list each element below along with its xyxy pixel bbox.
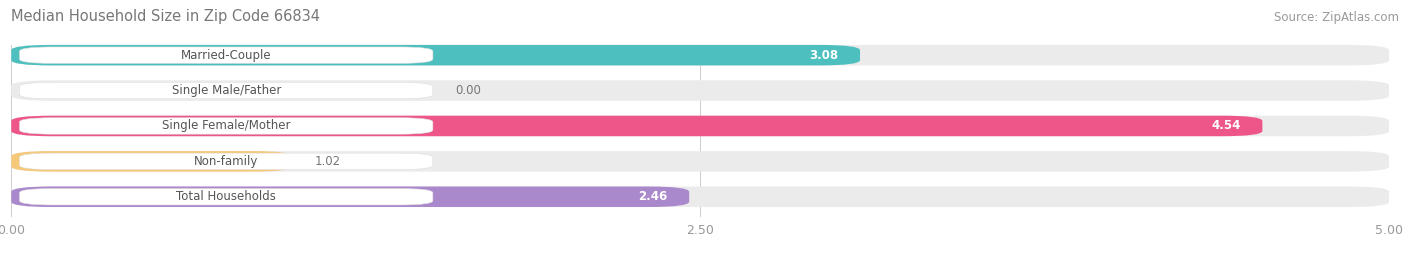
FancyBboxPatch shape: [11, 151, 292, 172]
FancyBboxPatch shape: [20, 82, 433, 99]
Text: Source: ZipAtlas.com: Source: ZipAtlas.com: [1274, 11, 1399, 24]
FancyBboxPatch shape: [11, 151, 1389, 172]
FancyBboxPatch shape: [11, 45, 1389, 65]
Text: Single Male/Father: Single Male/Father: [172, 84, 281, 97]
FancyBboxPatch shape: [11, 187, 689, 207]
Text: 4.54: 4.54: [1211, 120, 1240, 132]
FancyBboxPatch shape: [20, 153, 433, 170]
Text: Non-family: Non-family: [194, 155, 259, 168]
Text: Total Households: Total Households: [176, 190, 276, 203]
Text: 2.46: 2.46: [638, 190, 666, 203]
Text: Single Female/Mother: Single Female/Mother: [162, 120, 291, 132]
FancyBboxPatch shape: [11, 116, 1263, 136]
Text: 1.02: 1.02: [315, 155, 340, 168]
FancyBboxPatch shape: [11, 80, 1389, 101]
FancyBboxPatch shape: [11, 45, 860, 65]
Text: 3.08: 3.08: [808, 49, 838, 62]
Text: Median Household Size in Zip Code 66834: Median Household Size in Zip Code 66834: [11, 9, 321, 24]
FancyBboxPatch shape: [11, 187, 1389, 207]
FancyBboxPatch shape: [20, 118, 433, 134]
Text: 0.00: 0.00: [456, 84, 481, 97]
FancyBboxPatch shape: [20, 47, 433, 63]
FancyBboxPatch shape: [11, 116, 1389, 136]
Text: Married-Couple: Married-Couple: [181, 49, 271, 62]
FancyBboxPatch shape: [20, 189, 433, 205]
